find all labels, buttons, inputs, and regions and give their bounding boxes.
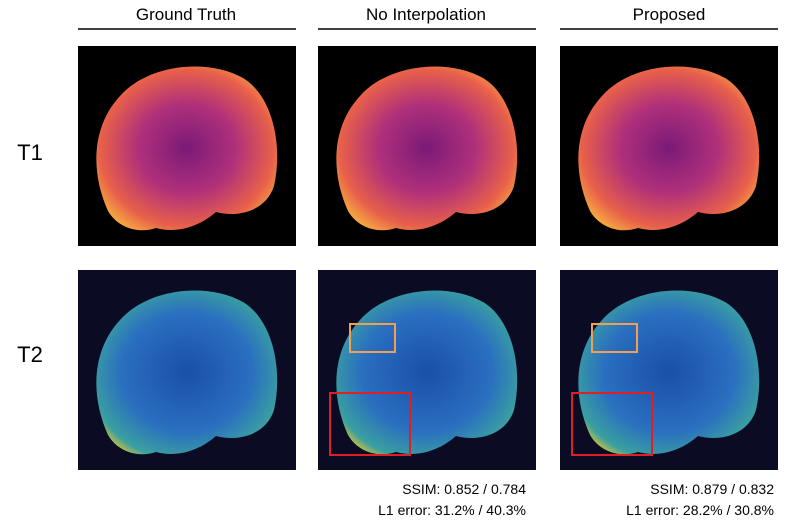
zoom-box-orange bbox=[591, 323, 638, 353]
column-headers: Ground Truth No Interpolation Proposed bbox=[78, 5, 778, 30]
image-t1-proposed bbox=[560, 46, 778, 246]
image-t1-ground-truth bbox=[78, 46, 296, 246]
row-label: T1 bbox=[17, 140, 43, 165]
column-title: Proposed bbox=[633, 5, 706, 24]
image-t2-proposed bbox=[560, 270, 778, 470]
row-label: T2 bbox=[17, 342, 43, 367]
column-title: Ground Truth bbox=[136, 5, 236, 24]
zoom-box-red bbox=[329, 392, 411, 456]
metric-ssim: SSIM: 0.879 / 0.832 bbox=[650, 481, 774, 497]
zoom-box-red bbox=[571, 392, 653, 456]
image-t2-ground-truth bbox=[78, 270, 296, 470]
metric-l1: L1 error: 28.2% / 30.8% bbox=[626, 502, 774, 518]
image-t2-no-interpolation bbox=[318, 270, 536, 470]
metric-ssim: SSIM: 0.852 / 0.784 bbox=[402, 481, 526, 497]
image-t1-no-interpolation bbox=[318, 46, 536, 246]
column-title: No Interpolation bbox=[366, 5, 486, 24]
zoom-box-orange bbox=[349, 323, 396, 353]
metric-l1: L1 error: 31.2% / 40.3% bbox=[378, 502, 526, 518]
